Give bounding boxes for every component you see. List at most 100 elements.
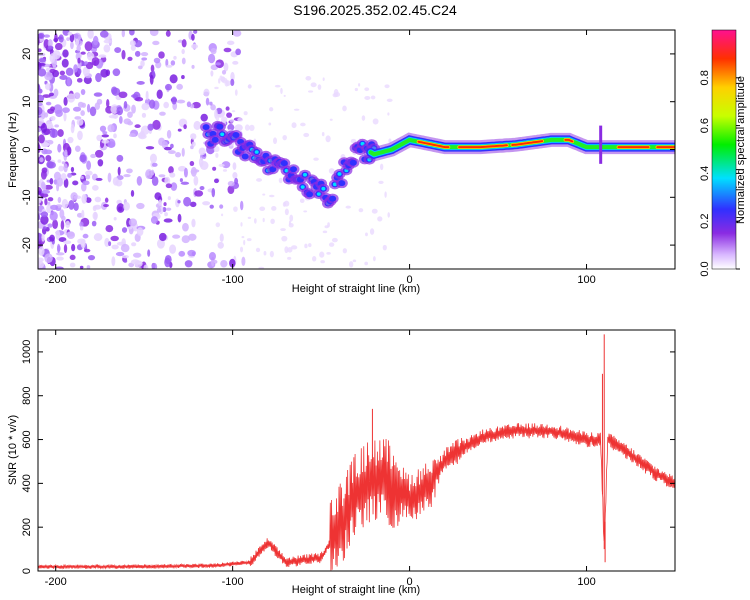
spectrogram-noise-mark — [137, 65, 143, 70]
spectrogram-noise-mark — [284, 246, 289, 254]
spectrogram-noise-mark — [128, 218, 138, 227]
spectrogram-noise-mark — [57, 196, 62, 204]
spectrogram-noise-mark — [291, 245, 298, 250]
spectrogram-ridge-mark — [321, 186, 326, 191]
spectrogram-noise-mark — [215, 222, 221, 228]
spectrogram-noise-mark — [156, 238, 165, 249]
snr-y-tick-label: 1000 — [21, 340, 33, 364]
spectrogram-noise-mark — [221, 161, 231, 169]
spectrogram-noise-mark — [108, 241, 112, 247]
spectrogram-noise-mark — [58, 34, 64, 43]
snr-y-tick-label: 800 — [21, 387, 33, 405]
spectrogram-noise-mark — [66, 93, 76, 103]
spectrogram-noise-mark — [240, 200, 244, 211]
spectrogram-noise-mark — [259, 206, 266, 211]
spectrogram-noise-mark — [181, 57, 186, 65]
spectrogram-noise-mark — [134, 97, 144, 102]
spectrogram-noise-mark — [116, 175, 124, 181]
spectrogram-noise-mark — [40, 215, 49, 225]
spectrogram-noise-mark — [369, 228, 375, 235]
spectrogram-noise-mark — [217, 241, 224, 249]
spectrogram-noise-mark — [92, 35, 99, 46]
spectrogram-noise-mark — [73, 202, 79, 211]
spectrogram-noise-mark — [158, 199, 163, 206]
spectrogram-noise-mark — [145, 90, 149, 101]
spectrogram-noise-mark — [85, 197, 92, 203]
spectrogram-noise-mark — [158, 51, 165, 59]
spectrogram-noise-mark — [57, 159, 62, 163]
spectrogram-noise-mark — [86, 103, 91, 113]
spectrogram-noise-mark — [293, 108, 300, 111]
snr-y-ticks: 0 200 400 600 800 1000 — [21, 340, 675, 574]
spectrogram-noise-mark — [322, 230, 328, 234]
spectrogram-noise-mark — [63, 240, 72, 245]
spectrogram-noise-mark — [377, 216, 383, 222]
spectrogram-noise-mark — [364, 87, 370, 92]
spectrogram-noise-mark — [50, 106, 55, 112]
spectrogram-ridge-mark — [338, 180, 346, 187]
spectrogram-noise-mark — [75, 38, 80, 46]
spectrogram-noise-mark — [256, 178, 263, 182]
spectrogram-noise-mark — [249, 124, 255, 131]
spectrogram-x-tick-label: -200 — [45, 274, 67, 286]
spectrogram-noise-mark — [361, 115, 366, 121]
spectrogram-noise-mark — [230, 71, 235, 82]
spectrogram-noise-mark — [234, 89, 238, 96]
spectrogram-noise-mark — [159, 111, 166, 116]
spectrogram-noise-mark — [313, 157, 319, 161]
spectrogram-noise-mark — [49, 53, 56, 63]
spectrogram-noise-mark — [112, 68, 121, 77]
spectrogram-noise-mark — [184, 260, 193, 268]
spectrogram-noise-mark — [307, 90, 314, 93]
spectrogram-noise-mark — [96, 134, 102, 142]
spectrogram-noise-mark — [74, 145, 81, 152]
spectrogram-noise-mark — [158, 174, 166, 178]
spectrogram-noise-mark — [317, 84, 322, 90]
spectrogram-noise-mark — [193, 30, 198, 34]
spectrogram-noise-mark — [210, 104, 216, 111]
colorbar-tick-label: 0.0 — [699, 261, 711, 276]
spectrogram-noise-mark — [77, 57, 81, 64]
spectrogram-noise-mark — [70, 166, 75, 173]
spectrogram-noise-mark — [181, 48, 185, 55]
spectrogram-noise-mark — [223, 62, 229, 72]
spectrogram-noise-mark — [224, 79, 229, 87]
spectrogram-noise-mark — [186, 101, 192, 108]
spectrogram-noise-mark — [312, 256, 317, 262]
spectrogram-noise-mark — [193, 175, 199, 186]
spectrogram-noise-mark — [379, 163, 384, 171]
spectrogram-noise-mark — [213, 146, 220, 153]
spectrogram-noise-mark — [331, 237, 338, 243]
spectrogram-noise-mark — [44, 198, 48, 206]
spectrogram-noise-mark — [60, 173, 67, 181]
spectrogram-noise-mark — [38, 144, 41, 153]
spectrogram-noise-mark — [67, 150, 71, 156]
spectrogram-noise-mark — [221, 69, 227, 75]
spectrogram-noise-mark — [40, 211, 49, 218]
spectrogram-noise-mark — [232, 30, 242, 37]
spectrogram-noise-mark — [202, 201, 211, 206]
spectrogram-noise-mark — [39, 157, 44, 163]
spectrogram-noise-mark — [67, 172, 73, 178]
spectrogram-noise-mark — [57, 129, 64, 137]
spectrogram-noise-mark — [167, 196, 171, 201]
spectrogram-noise-mark — [86, 160, 92, 171]
spectrogram-noise-mark — [304, 243, 308, 249]
spectrogram-noise-mark — [215, 152, 219, 158]
spectrogram-noise-mark — [66, 76, 71, 87]
spectrogram-noise-mark — [106, 99, 110, 108]
spectrogram-noise-mark — [221, 116, 228, 123]
spectrogram-noise-mark — [215, 62, 221, 66]
spectrogram-noise-mark — [178, 250, 186, 257]
spectrogram-noise-mark — [110, 235, 119, 242]
spectrogram-noise-mark — [111, 244, 119, 250]
spectrogram-noise-mark — [66, 37, 71, 41]
spectrogram-noise-mark — [93, 92, 103, 97]
spectrogram-noise-mark — [322, 77, 325, 82]
spectrogram-noise-mark — [113, 216, 117, 221]
spectrogram-noise-mark — [272, 137, 278, 145]
spectrogram-noise-mark — [232, 162, 237, 170]
spectrogram-noise-mark — [145, 146, 155, 150]
spectrogram-noise-mark — [41, 167, 48, 174]
spectrogram-noise-mark — [147, 123, 154, 131]
